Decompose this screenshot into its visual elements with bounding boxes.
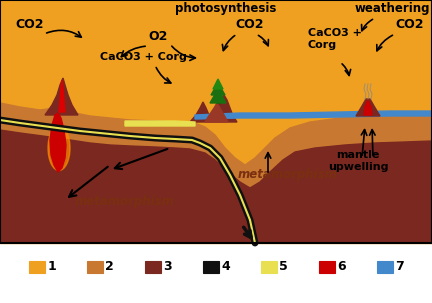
Bar: [377, 261, 393, 273]
Text: mantle
upwelling: mantle upwelling: [328, 150, 388, 172]
Text: 3: 3: [163, 261, 172, 274]
Polygon shape: [0, 103, 432, 243]
Bar: [0, 0, 432, 243]
Text: CaCO3 + Corg: CaCO3 + Corg: [100, 52, 187, 62]
Text: O2: O2: [148, 30, 167, 43]
Bar: [203, 261, 219, 273]
Polygon shape: [195, 111, 432, 119]
Polygon shape: [205, 103, 228, 122]
Text: 6: 6: [337, 261, 346, 274]
Polygon shape: [213, 79, 223, 89]
Text: weathering: weathering: [355, 2, 431, 15]
Bar: [0, 0, 432, 243]
Bar: [216, 95, 219, 103]
Polygon shape: [125, 121, 195, 126]
Polygon shape: [45, 78, 78, 115]
Text: 5: 5: [280, 261, 288, 274]
Bar: [29, 261, 44, 273]
Text: metamorphism: metamorphism: [238, 168, 338, 181]
Polygon shape: [356, 99, 380, 116]
Text: 1: 1: [48, 261, 56, 274]
Text: 7: 7: [396, 261, 404, 274]
Polygon shape: [190, 95, 237, 122]
Polygon shape: [0, 130, 432, 243]
Text: CaCO3 +
Corg: CaCO3 + Corg: [308, 28, 362, 50]
Text: 2: 2: [105, 261, 114, 274]
Polygon shape: [211, 83, 225, 95]
Text: CO2: CO2: [395, 18, 423, 31]
Text: photosynthesis: photosynthesis: [175, 2, 276, 15]
Polygon shape: [50, 113, 66, 172]
Bar: [260, 261, 276, 273]
Text: CO2: CO2: [235, 18, 264, 31]
Polygon shape: [59, 80, 65, 112]
Ellipse shape: [48, 125, 70, 171]
Bar: [318, 261, 334, 273]
Polygon shape: [364, 100, 372, 115]
Bar: [86, 261, 102, 273]
Bar: [144, 261, 161, 273]
Text: 4: 4: [222, 261, 230, 274]
Text: CO2: CO2: [15, 18, 44, 31]
Polygon shape: [210, 89, 226, 103]
Text: metamorphism: metamorphism: [75, 195, 175, 208]
